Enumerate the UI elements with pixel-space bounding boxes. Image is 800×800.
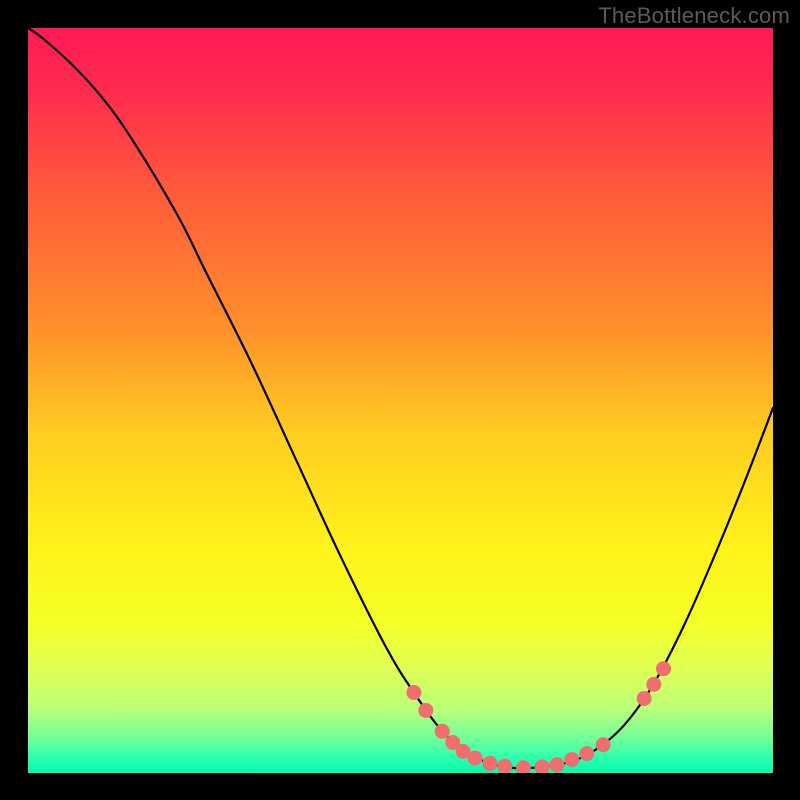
- marker-point: [468, 751, 483, 766]
- chart-svg: [28, 28, 773, 773]
- marker-point: [418, 703, 433, 718]
- plot-area: [28, 28, 773, 773]
- marker-point: [549, 757, 564, 772]
- marker-point: [579, 746, 594, 761]
- attribution-text: TheBottleneck.com: [598, 3, 790, 29]
- marker-point: [596, 737, 611, 752]
- marker-point: [646, 677, 661, 692]
- chart-frame: TheBottleneck.com: [0, 0, 800, 800]
- marker-point: [482, 756, 497, 771]
- marker-point: [406, 685, 421, 700]
- gradient-background: [28, 28, 773, 773]
- marker-point: [656, 661, 671, 676]
- marker-point: [435, 724, 450, 739]
- marker-point: [564, 752, 579, 767]
- marker-point: [637, 691, 652, 706]
